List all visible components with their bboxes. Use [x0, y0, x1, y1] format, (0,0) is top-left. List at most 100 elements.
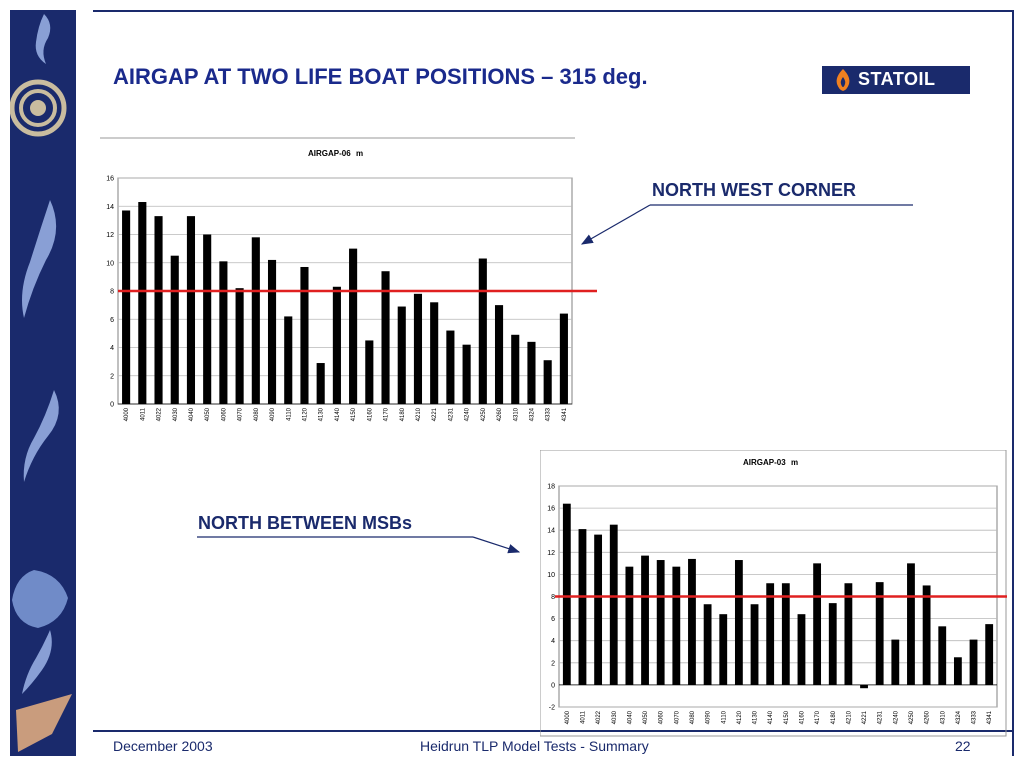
- airgap-06-bar: [446, 330, 455, 404]
- airgap-06-bar: [251, 237, 260, 404]
- flame-icon: [836, 69, 850, 91]
- airgap-06-bar: [543, 360, 552, 404]
- page-number: 22: [955, 738, 971, 754]
- airgap-03-xtick-label: 4250: [909, 710, 915, 724]
- decorative-sidebar: [10, 10, 76, 756]
- footer-title: Heidrun TLP Model Tests - Summary: [420, 738, 649, 754]
- airgap-03-bar: [766, 583, 775, 685]
- north-west-corner-label: NORTH WEST CORNER: [652, 180, 856, 200]
- airgap-03-border: [540, 450, 1007, 737]
- airgap-06-chart: AIRGAP-06 m 0 2 4 6 8 10 12 14 16 4000 4011 4022 4030 4…: [100, 137, 597, 421]
- airgap-03-ytick-label: 16: [547, 506, 555, 513]
- airgap-06-bar: [559, 313, 568, 404]
- airgap-03-bar: [672, 566, 681, 685]
- airgap-06-xtick-label: 4022: [157, 407, 163, 421]
- airgap-06-bar: [511, 334, 520, 404]
- airgap-03-xtick-label: 4210: [846, 710, 852, 724]
- airgap-06-xtick-label: 4333: [546, 407, 552, 421]
- airgap-06-xtick-label: 4040: [189, 407, 195, 421]
- airgap-06-bar: [397, 306, 406, 404]
- airgap-06-bar: [138, 202, 147, 404]
- airgap-06-bar: [494, 305, 504, 404]
- airgap-03-bar: [562, 503, 571, 685]
- airgap-03-bar: [688, 558, 696, 685]
- frame-right-line: [1012, 10, 1014, 756]
- airgap-06-xtick-label: 4050: [205, 407, 211, 421]
- airgap-03-unit: m: [791, 458, 798, 467]
- airgap-06-ytick-label: 2: [110, 373, 114, 380]
- airgap-06-xtick-label: 4324: [529, 407, 535, 421]
- logo-text: STATOIL: [858, 69, 936, 89]
- airgap-06-xtick-label: 4210: [416, 407, 422, 421]
- airgap-03-bar: [907, 563, 915, 685]
- airgap-06-bar: [170, 255, 179, 404]
- airgap-03-bar: [594, 534, 603, 685]
- airgap-06-title: AIRGAP-06: [308, 149, 351, 158]
- airgap-03-xtick-label: 4333: [972, 710, 978, 724]
- airgap-06-bar: [527, 341, 536, 404]
- airgap-03-xtick-label: 4160: [799, 710, 805, 724]
- airgap-06-bar: [154, 216, 163, 404]
- frame-bottom-line: [93, 730, 1014, 732]
- airgap-06-bar: [186, 216, 196, 404]
- airgap-03-ytick-label: 12: [547, 550, 555, 557]
- airgap-03-xtick-label: 4140: [768, 710, 774, 724]
- airgap-03-xtick-label: 4231: [878, 710, 884, 724]
- airgap-06-xtick-label: 4110: [286, 407, 292, 421]
- airgap-03-ytick-label: 2: [551, 660, 555, 667]
- airgap-03-xtick-label: 4130: [753, 710, 759, 724]
- airgap-06-ytick-label: 14: [106, 204, 114, 211]
- airgap-06-xtick-label: 4140: [335, 407, 341, 421]
- frame-top-line: [93, 10, 1014, 12]
- airgap-06-bar: [122, 210, 131, 404]
- airgap-06-xtick-label: 4090: [270, 407, 276, 421]
- airgap-03-ytick-label: 14: [547, 528, 555, 535]
- airgap-03-bar: [625, 566, 634, 685]
- airgap-03-bar: [844, 583, 853, 685]
- airgap-03-bar: [860, 684, 868, 689]
- airgap-06-xtick-label: 4070: [238, 407, 244, 421]
- north-west-pointer: [580, 204, 913, 245]
- airgap-06-xtick-label: 4310: [513, 407, 519, 421]
- airgap-06-xtick-label: 4130: [319, 407, 325, 421]
- airgap-03-ytick-label: 4: [551, 638, 555, 645]
- airgap-06-ytick-label: 10: [106, 260, 114, 267]
- footer-date: December 2003: [113, 738, 213, 754]
- airgap-03-xtick-label: 4090: [706, 710, 712, 724]
- airgap-06-bar: [300, 266, 309, 404]
- airgap-06-xtick-label: 4260: [497, 407, 503, 421]
- airgap-03-bar: [656, 560, 665, 685]
- airgap-03-xtick-label: 4011: [580, 710, 586, 724]
- airgap-03-ytick-label: 0: [551, 682, 555, 689]
- airgap-03-xtick-label: 4120: [737, 710, 743, 724]
- airgap-06-xtick-label: 4011: [140, 407, 146, 421]
- airgap-06-xtick-label: 4170: [384, 407, 390, 421]
- airgap-06-xtick-label: 4120: [302, 407, 308, 421]
- airgap-03-xtick-label: 4240: [893, 710, 899, 724]
- airgap-06-xtick-label: 4060: [221, 407, 227, 421]
- airgap-06-ytick-label: 0: [110, 402, 114, 409]
- airgap-06-bar: [332, 286, 341, 404]
- airgap-06-bar: [349, 248, 358, 404]
- airgap-06-bar: [316, 363, 325, 404]
- north-between-pointer: [197, 536, 521, 554]
- north-between-msbs-label: NORTH BETWEEN MSBs: [198, 513, 413, 533]
- airgap-03-title: AIRGAP-03: [743, 458, 786, 467]
- airgap-03-xtick-label: 4110: [721, 710, 727, 724]
- airgap-03-bar: [891, 639, 900, 685]
- airgap-03-ytick-label: 8: [551, 594, 555, 601]
- airgap-06-ytick-label: 4: [110, 345, 114, 352]
- airgap-03-bar: [813, 563, 822, 685]
- airgap-03-ytick-label: 18: [547, 484, 555, 491]
- airgap-03-xtick-label: 4260: [925, 710, 931, 724]
- airgap-03-bar: [719, 614, 728, 685]
- airgap-06-xtick-label: 4080: [254, 407, 260, 421]
- slide-title: AIRGAP AT TWO LIFE BOAT POSITIONS – 315 …: [113, 64, 648, 89]
- airgap-03-bar: [734, 560, 743, 685]
- airgap-03-xtick-label: 4060: [659, 710, 665, 724]
- airgap-06-bar: [430, 302, 439, 404]
- airgap-06-ytick-label: 16: [106, 176, 114, 183]
- airgap-06-xtick-label: 4160: [367, 407, 373, 421]
- airgap-03-bar: [703, 604, 712, 685]
- airgap-03-xtick-label: 4324: [956, 710, 962, 724]
